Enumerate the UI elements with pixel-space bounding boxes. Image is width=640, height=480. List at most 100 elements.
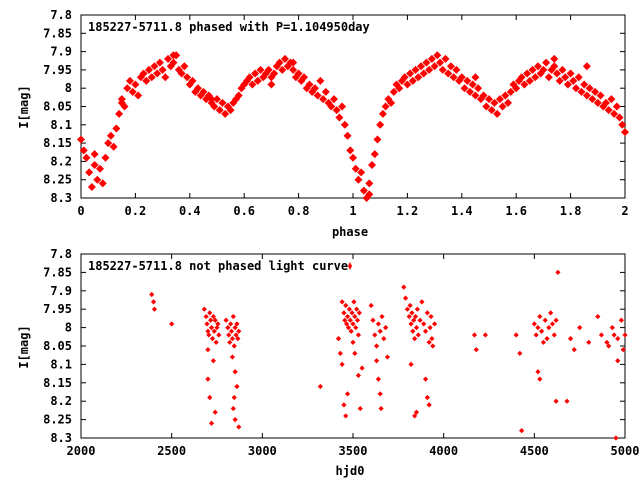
data-point: [281, 54, 289, 63]
data-point: [373, 135, 382, 144]
data-point: [188, 76, 197, 85]
data-point: [533, 332, 539, 338]
data-point: [383, 325, 389, 331]
data-point: [412, 313, 419, 320]
data-point: [208, 325, 215, 331]
data-point: [204, 321, 210, 327]
data-point: [520, 80, 529, 89]
data-point: [131, 80, 140, 89]
data-point: [384, 354, 391, 360]
data-point: [591, 87, 600, 96]
y-tick-label: 8.05: [43, 100, 72, 114]
data-point: [422, 58, 431, 67]
data-point: [155, 58, 164, 67]
y-tick-label: 8.1: [50, 357, 72, 371]
x-tick-label: 3500: [339, 444, 368, 458]
data-point: [341, 310, 347, 316]
data-point: [551, 332, 557, 338]
y-tick-label: 8: [65, 321, 72, 335]
x-tick-label: 2: [621, 204, 628, 218]
data-point: [177, 69, 186, 78]
data-point: [87, 183, 96, 192]
data-point: [586, 339, 592, 345]
x-tick-label: 0.6: [233, 204, 255, 218]
data-point: [327, 102, 336, 111]
data-point: [209, 336, 216, 342]
data-point: [337, 350, 343, 356]
data-point: [207, 95, 216, 104]
data-point: [341, 402, 347, 408]
data-point: [604, 106, 613, 115]
data-point: [158, 65, 167, 74]
data-point: [354, 317, 361, 323]
x-tick-label: 1.6: [505, 204, 527, 218]
data-point: [493, 109, 502, 118]
y-tick-label: 8.2: [50, 394, 72, 408]
data-point: [128, 87, 137, 96]
data-point: [215, 321, 221, 327]
data-point: [345, 325, 352, 331]
data-point: [339, 299, 345, 305]
data-point: [572, 84, 581, 93]
data-point: [150, 62, 159, 71]
data-point: [149, 291, 155, 298]
data-point: [212, 409, 218, 415]
data-point: [210, 313, 216, 320]
y-tick-label: 8.2: [50, 154, 72, 168]
data-point: [213, 339, 219, 345]
data-point: [370, 317, 376, 323]
data-point: [161, 73, 170, 82]
data-point: [596, 91, 605, 100]
data-point: [531, 73, 540, 82]
x-tick-label: 0.2: [125, 204, 147, 218]
data-point: [349, 153, 357, 162]
data-point: [115, 109, 124, 118]
data-point: [370, 150, 379, 159]
data-point: [471, 73, 480, 82]
x-tick-label: 0: [77, 204, 84, 218]
y-tick-label: 8.15: [43, 136, 72, 150]
data-point: [112, 124, 121, 133]
data-point: [321, 87, 330, 96]
data-point: [408, 361, 414, 367]
data-point: [615, 113, 624, 122]
data-point: [365, 179, 374, 188]
y-tick-label: 8.3: [50, 191, 72, 205]
data-point: [411, 317, 417, 323]
data-point: [225, 325, 231, 331]
data-point: [93, 175, 102, 184]
data-point: [221, 109, 230, 118]
data-point: [419, 299, 425, 305]
data-point: [381, 336, 387, 342]
data-point: [205, 347, 211, 353]
data-point: [372, 332, 378, 338]
data-point: [207, 310, 213, 316]
data-point: [501, 91, 510, 100]
data-point: [104, 139, 113, 148]
data-point: [212, 317, 218, 323]
data-point: [610, 109, 619, 118]
x-tick-label: 1.4: [451, 204, 473, 218]
data-point: [381, 102, 390, 111]
data-point: [283, 62, 292, 71]
data-point: [549, 321, 556, 327]
data-point: [544, 336, 550, 342]
data-point: [203, 313, 209, 320]
data-point: [278, 65, 287, 74]
data-point: [585, 84, 594, 93]
data-point: [490, 98, 499, 107]
data-point: [444, 69, 453, 78]
data-point: [432, 321, 438, 327]
data-point: [213, 95, 221, 104]
data-point: [346, 146, 355, 155]
data-point: [595, 313, 601, 320]
data-point: [210, 102, 219, 111]
data-point: [424, 310, 430, 316]
data-point: [270, 69, 279, 78]
data-point: [231, 343, 237, 349]
data-point: [365, 190, 374, 199]
data-point: [233, 332, 239, 338]
data-point: [422, 328, 429, 334]
data-point: [400, 73, 409, 82]
data-point: [96, 164, 105, 173]
